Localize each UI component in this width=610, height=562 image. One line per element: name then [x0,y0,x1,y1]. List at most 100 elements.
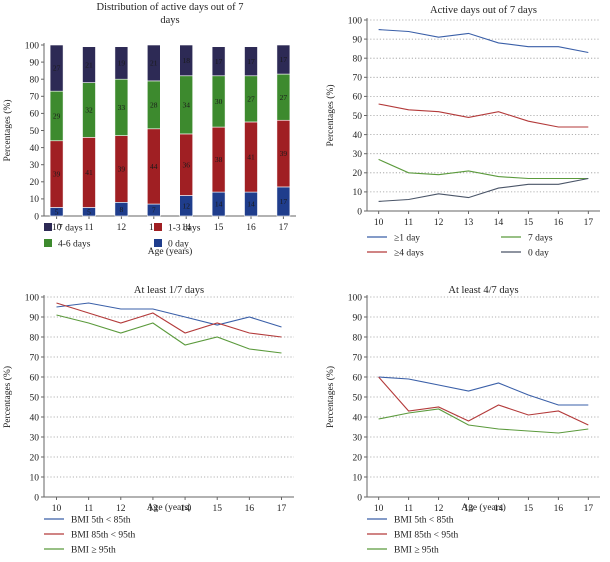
legend-label: BMI ≥ 95th [71,546,116,556]
y-tick-label: 20 [353,169,363,179]
chart-title: Distribution of active days out of 7 days [97,2,244,26]
y-tick-label: 80 [30,76,40,86]
x-tick-label: 13 [148,504,158,514]
bar-segment [244,46,258,77]
legend-swatch [44,239,52,247]
bar-value-label: 5 [55,207,59,216]
bar-segment [82,46,96,83]
y-tick-label: 10 [353,188,363,198]
bar-value-label: 34 [182,100,190,109]
legend-label: ≥1 day [394,234,420,244]
x-tick-label: 16 [246,223,256,233]
y-tick-label: 30 [30,433,40,443]
y-tick-label: 50 [353,393,363,403]
bar-value-label: 36 [182,160,190,169]
legend-label: 4-6 days [58,240,91,250]
x-tick-label: 12 [117,223,127,233]
x-tick-label: 12 [434,504,444,514]
series-line [56,302,282,338]
bar-value-label: 27 [247,94,255,103]
series-line [378,408,589,434]
chart-title-line: days [160,15,179,26]
y-tick-label: 90 [30,313,40,323]
x-tick-label: 15 [524,504,534,514]
legend-label: ≥4 days [394,249,424,259]
y-tick-label: 70 [353,353,363,363]
y-tick-label: 30 [30,161,40,171]
x-tick-label: 10 [374,218,384,228]
legend-label: 0 day [168,240,189,250]
y-tick-label: 60 [30,110,40,120]
x-tick-label: 17 [584,218,594,228]
bar-value-label: 44 [150,162,158,171]
bar-value-label: 30 [215,97,223,106]
bar-value-label: 5 [87,207,91,216]
bar-value-label: 39 [53,170,61,179]
bar-value-label: 17 [280,197,288,206]
y-tick-label: 30 [353,433,363,443]
legend-swatch [154,223,162,231]
x-tick-label: 16 [554,504,564,514]
x-tick-label: 14 [180,504,190,514]
y-tick-label: 100 [25,41,40,51]
legend-label: 7 days [528,234,553,244]
x-tick-label: 11 [84,223,93,233]
y-tick-label: 50 [353,112,363,122]
y-tick-label: 20 [30,453,40,463]
x-tick-label: 15 [212,504,222,514]
series-line [56,314,282,354]
y-axis-label: Percentages (%) [2,366,13,428]
bar-value-label: 27 [53,64,61,73]
x-tick-label: 15 [214,223,224,233]
bar-value-label: 33 [118,103,126,112]
y-tick-label: 70 [30,93,40,103]
bar-value-label: 28 [150,100,158,109]
x-axis-label: Age (years) [461,502,506,513]
x-tick-label: 13 [464,504,474,514]
bar-value-label: 14 [215,200,223,209]
legend-label: 7 days [58,224,83,234]
y-tick-label: 0 [357,207,362,217]
y-tick-label: 80 [353,55,363,65]
bar-value-label: 41 [85,168,93,177]
legend-label: BMI 85th < 95th [394,531,458,541]
x-tick-label: 17 [279,223,289,233]
x-tick-label: 14 [494,218,504,228]
x-tick-label: 12 [116,504,126,514]
x-axis-label: Age (years) [147,502,192,513]
x-tick-label: 11 [404,218,413,228]
x-tick-label: 15 [524,218,534,228]
series-line [378,158,589,180]
chart-title: Active days out of 7 days [430,5,537,16]
y-tick-label: 40 [30,144,40,154]
y-tick-label: 80 [353,333,363,343]
bar-value-label: 14 [247,200,255,209]
y-tick-label: 40 [353,131,363,141]
y-tick-label: 100 [25,293,40,303]
bar-segment [276,44,291,75]
x-tick-label: 11 [404,504,413,514]
legend-label: 1-3 days [168,224,201,234]
x-tick-label: 13 [149,223,159,233]
y-tick-label: 0 [357,493,362,503]
series-line [378,177,589,202]
series-line [378,103,589,128]
x-tick-label: 14 [181,223,191,233]
bar-value-label: 39 [280,149,288,158]
x-tick-label: 10 [374,504,384,514]
x-tick-label: 17 [584,504,594,514]
chart-title-line: Distribution of active days out of 7 [97,2,244,13]
x-tick-label: 17 [277,504,287,514]
y-tick-label: 70 [353,74,363,84]
bar-segment [147,44,161,82]
bar-segment [211,46,226,77]
bar-value-label: 19 [118,59,126,68]
x-tick-label: 16 [245,504,255,514]
bar-segment [49,44,64,92]
chart-title: At least 1/7 days [134,285,204,296]
legend-label: BMI ≥ 95th [394,546,439,556]
y-tick-label: 20 [30,178,40,188]
y-tick-label: 90 [353,313,363,323]
bar-value-label: 32 [85,106,93,115]
